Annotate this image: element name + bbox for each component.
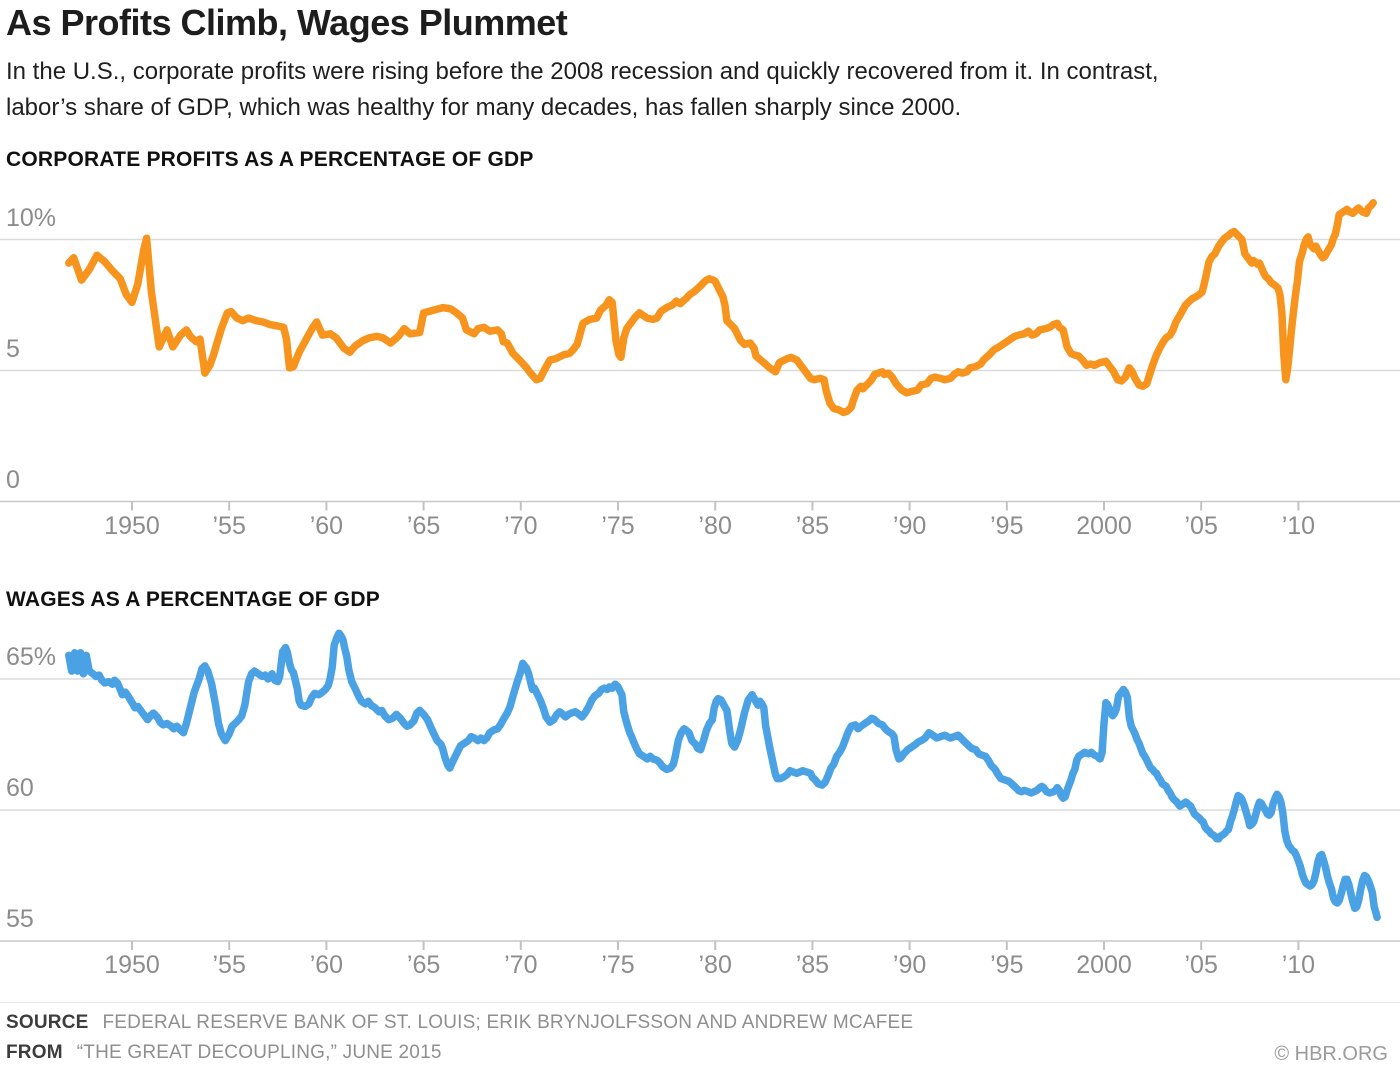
x-axis-label: ’75 (601, 951, 635, 979)
wages-plot-area (0, 629, 1400, 950)
from-text: “THE GREAT DECOUPLING,” JUNE 2015 (76, 1042, 442, 1063)
footer-divider (0, 1002, 1400, 1003)
x-axis-label: 2000 (1076, 951, 1132, 979)
y-axis-label: 0 (6, 465, 20, 494)
source-line: SOURCE FEDERAL RESERVE BANK OF ST. LOUIS;… (6, 1012, 913, 1034)
x-axis-label: ’65 (406, 951, 441, 979)
profits-plot-area (0, 199, 1400, 511)
x-axis-label: ’80 (698, 951, 732, 979)
x-axis-label: ’10 (1281, 511, 1316, 540)
chart-wages-title: WAGES AS A PERCENTAGE OF GDP (6, 588, 380, 611)
x-axis-label: ’10 (1281, 951, 1316, 979)
x-axis-label: 1950 (104, 511, 160, 540)
y-axis-label: 10% (6, 203, 57, 232)
y-axis-label: 65% (6, 643, 57, 671)
source-label: SOURCE (6, 1012, 89, 1033)
y-axis-label: 5 (6, 334, 20, 363)
from-label: FROM (6, 1042, 63, 1063)
x-axis-label: ’75 (601, 511, 635, 540)
page-title: As Profits Climb, Wages Plummet (6, 2, 568, 43)
x-axis-label: ’70 (504, 511, 538, 540)
source-text: FEDERAL RESERVE BANK OF ST. LOUIS; ERIK … (102, 1012, 914, 1033)
x-axis-label: ’85 (795, 511, 830, 540)
from-line: FROM “THE GREAT DECOUPLING,” JUNE 2015 (6, 1042, 442, 1064)
x-axis-label: 2000 (1076, 511, 1132, 540)
x-axis-label: 1950 (104, 951, 160, 979)
x-axis-label: ’60 (309, 511, 344, 540)
page-subtitle: In the U.S., corporate profits were risi… (6, 58, 1159, 121)
x-axis-label: ’70 (504, 951, 538, 979)
x-axis-label: ’60 (309, 951, 344, 979)
x-axis-label: ’65 (406, 511, 441, 540)
y-axis-label: 60 (6, 774, 34, 802)
x-axis-label: ’95 (990, 951, 1024, 979)
x-axis-label: ’90 (892, 511, 927, 540)
x-axis-label: ’05 (1184, 951, 1218, 979)
chart-profits-title: CORPORATE PROFITS AS A PERCENTAGE OF GDP (6, 148, 534, 171)
profits-series-line (65, 199, 1377, 417)
wages-series-line (65, 629, 1381, 922)
x-axis-label: ’90 (892, 951, 927, 979)
x-axis-label: ’55 (212, 951, 246, 979)
copyright-hbr: © HBR.ORG (1274, 1043, 1388, 1065)
x-axis-label: ’55 (212, 511, 246, 540)
x-axis-label: ’95 (990, 511, 1024, 540)
y-axis-label: 55 (6, 905, 34, 933)
x-axis-label: ’05 (1184, 511, 1218, 540)
x-axis-label: ’85 (795, 951, 830, 979)
x-axis-label: ’80 (698, 511, 732, 540)
